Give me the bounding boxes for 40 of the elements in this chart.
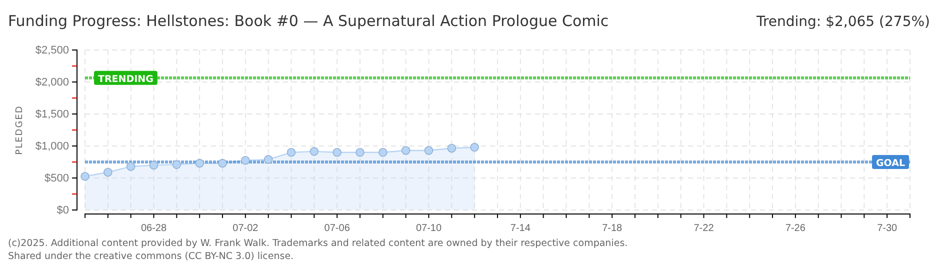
point: [104, 168, 112, 177]
x-tick-label: 7-22: [694, 223, 714, 234]
point: [264, 155, 273, 164]
text: Trending: $2,065 (275%): [755, 14, 930, 30]
chart-title: Funding Progress: Hellstones: Book #0 — A Supernatural Action Prologue Comic: [8, 12, 609, 30]
point: [195, 158, 204, 168]
point: [356, 148, 364, 157]
point: [378, 148, 388, 157]
y-tick-label: $2,000: [35, 76, 69, 89]
point: [80, 172, 90, 181]
y-tick-label: $500: [44, 172, 69, 185]
point: [447, 144, 456, 153]
point: [241, 156, 250, 165]
x-tick-label: 7-18: [602, 223, 623, 234]
point: [286, 148, 296, 157]
point: [310, 147, 319, 156]
point: [218, 158, 227, 168]
point: [126, 162, 136, 171]
x-tick-label: 07-02: [232, 223, 259, 234]
x-tick-label: 07-06: [324, 223, 350, 234]
point: [149, 160, 158, 170]
x-tick-label: 06-28: [140, 223, 167, 234]
y-tick-label: $1,500: [35, 108, 69, 121]
y-tick-label: $0: [56, 204, 69, 217]
y-tick-label: $2,500: [35, 44, 69, 57]
text: Shared under the creative commons (CC BY-NC 3.0) license.: [8, 251, 294, 262]
point: [470, 142, 479, 152]
point: [401, 146, 410, 155]
ref-line-label: GOAL: [876, 158, 906, 169]
y-tick-label: $1,000: [35, 140, 69, 153]
x-tick-label: 7-30: [877, 223, 898, 234]
x-tick-label: 7-26: [785, 223, 806, 234]
point: [332, 148, 342, 157]
y-axis-title: PLEDGED: [15, 105, 25, 155]
x-tick-label: 7-14: [510, 223, 531, 234]
x-tick-label: 07-10: [416, 223, 442, 234]
point: [424, 146, 434, 155]
ref-line-label: TRENDING: [98, 74, 154, 85]
text: (c)2025. Additional content provided by W. Frank Walk. Trademarks and related content are owned by their respective companies.: [8, 238, 628, 249]
point: [172, 160, 182, 169]
